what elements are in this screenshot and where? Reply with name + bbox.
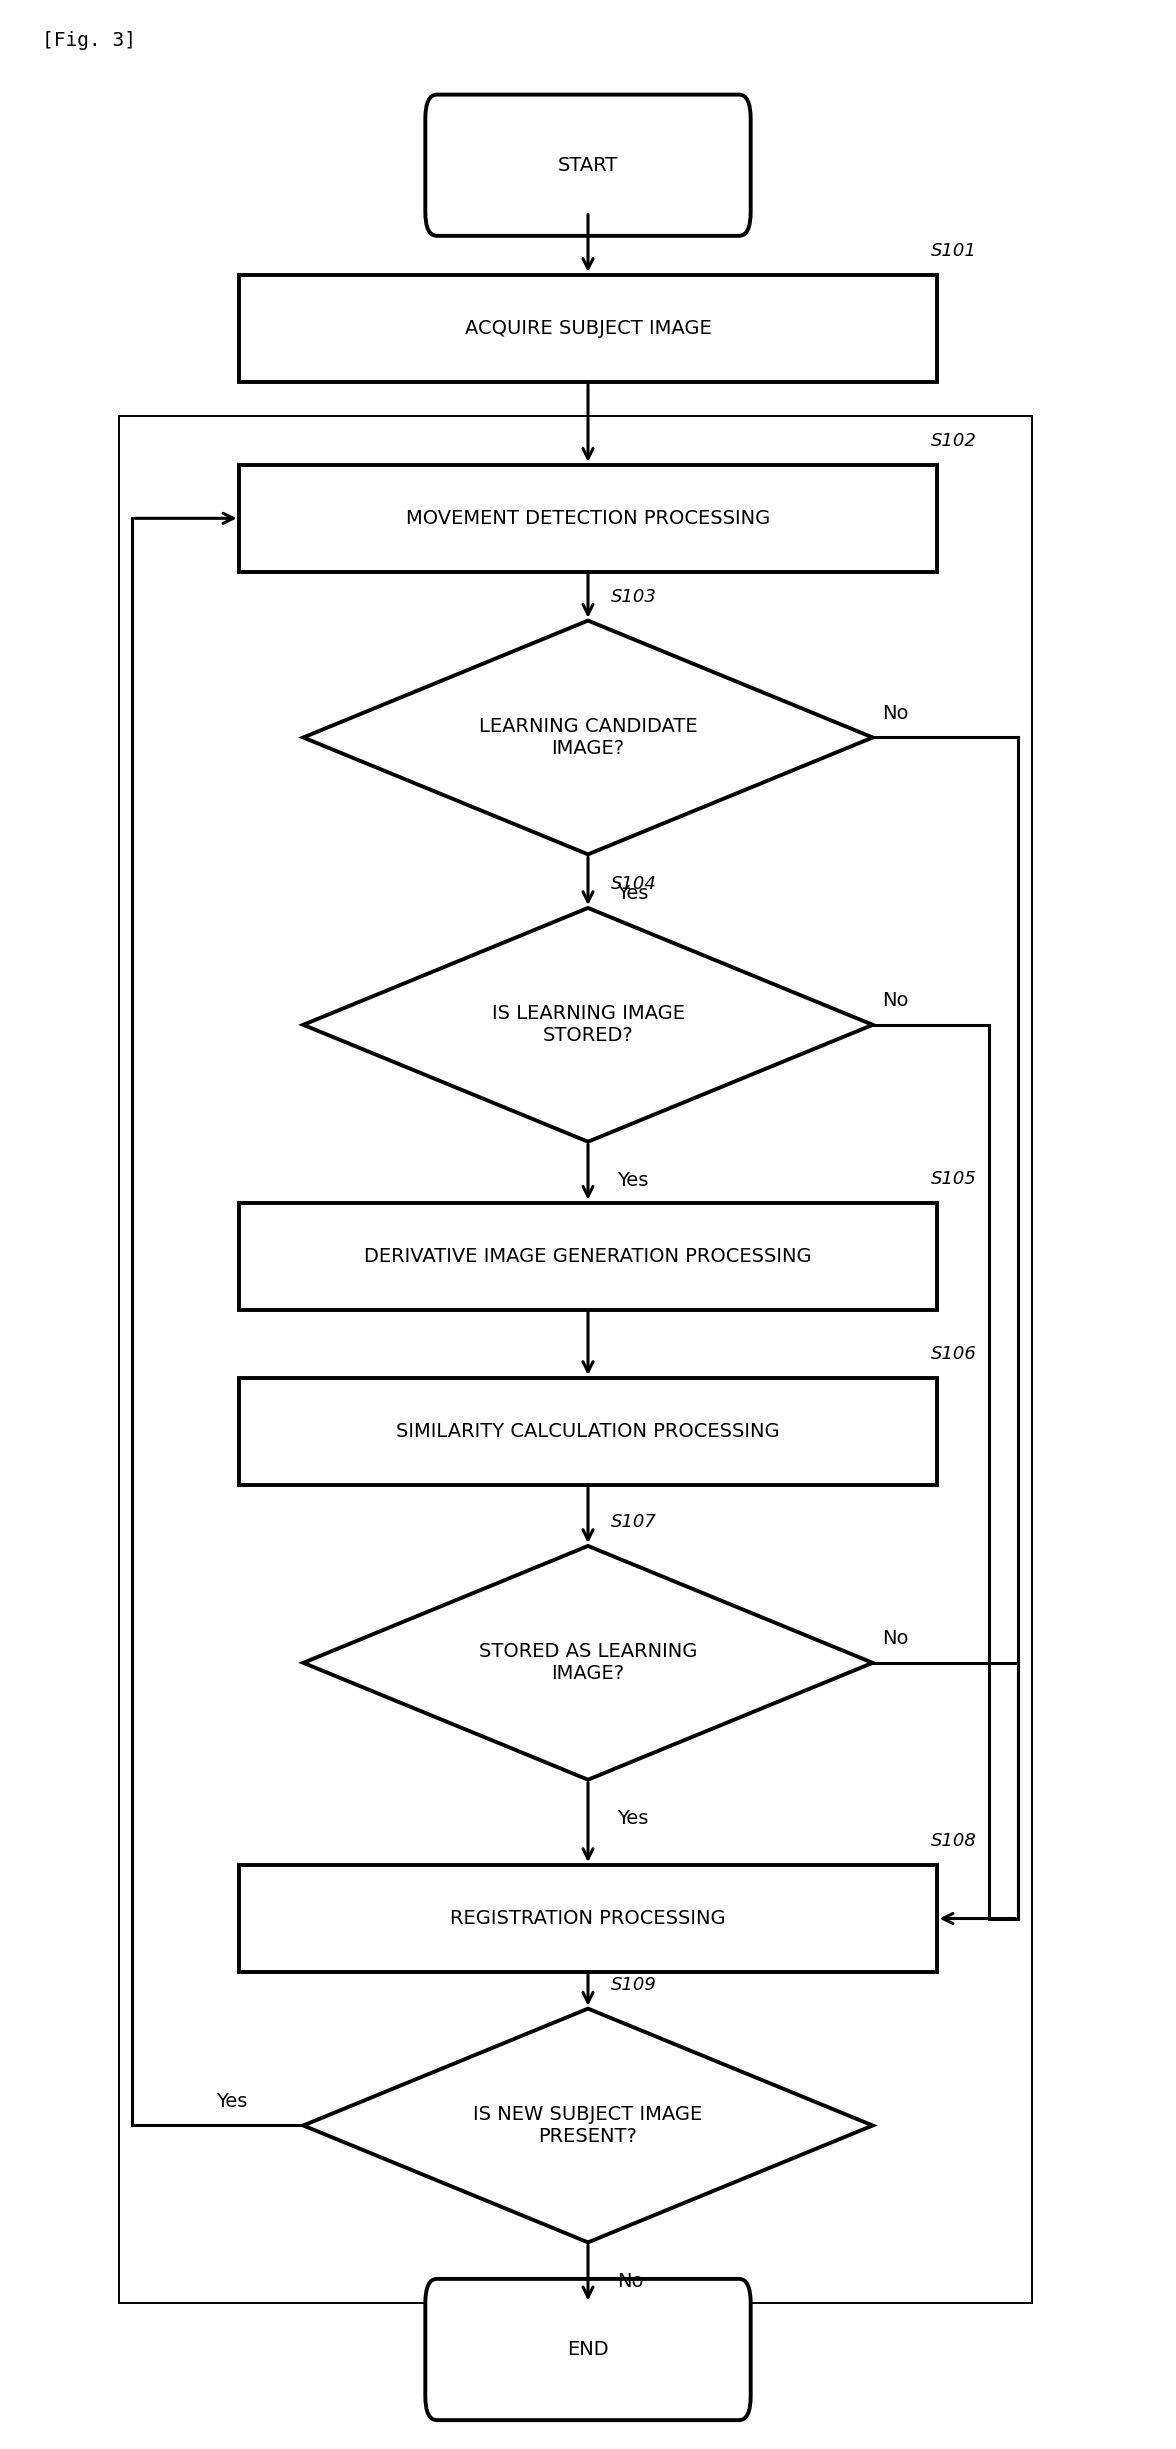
Polygon shape (303, 620, 873, 855)
Text: IS NEW SUBJECT IMAGE
PRESENT?: IS NEW SUBJECT IMAGE PRESENT? (474, 2106, 702, 2145)
Text: MOVEMENT DETECTION PROCESSING: MOVEMENT DETECTION PROCESSING (406, 509, 770, 529)
Text: S109: S109 (612, 1976, 657, 1993)
Text: S103: S103 (612, 588, 657, 605)
Text: S101: S101 (931, 242, 977, 260)
Text: REGISTRATION PROCESSING: REGISTRATION PROCESSING (450, 1910, 726, 1927)
Text: DERIVATIVE IMAGE GENERATION PROCESSING: DERIVATIVE IMAGE GENERATION PROCESSING (365, 1247, 811, 1266)
Text: No: No (882, 1629, 909, 1648)
Text: S105: S105 (931, 1171, 977, 1188)
Text: S102: S102 (931, 431, 977, 451)
Text: S104: S104 (612, 874, 657, 894)
Text: Yes: Yes (617, 884, 648, 904)
FancyBboxPatch shape (426, 96, 750, 235)
Text: No: No (617, 2273, 643, 2290)
Text: Yes: Yes (617, 1810, 648, 1827)
Polygon shape (303, 2008, 873, 2243)
Text: Yes: Yes (617, 1171, 648, 1190)
Polygon shape (303, 909, 873, 1141)
Text: LEARNING CANDIDATE
IMAGE?: LEARNING CANDIDATE IMAGE? (479, 718, 697, 759)
Bar (119, 416, 1031, 2302)
Polygon shape (303, 1545, 873, 1780)
Bar (240, 274, 936, 382)
Text: SIMILARITY CALCULATION PROCESSING: SIMILARITY CALCULATION PROCESSING (396, 1423, 780, 1440)
Text: ACQUIRE SUBJECT IMAGE: ACQUIRE SUBJECT IMAGE (465, 318, 711, 338)
Text: No: No (882, 992, 909, 1009)
Text: IS LEARNING IMAGE
STORED?: IS LEARNING IMAGE STORED? (492, 1004, 684, 1046)
Text: [Fig. 3]: [Fig. 3] (42, 32, 135, 51)
Bar (240, 1379, 936, 1484)
Text: END: END (567, 2341, 609, 2358)
Text: Yes: Yes (216, 2091, 247, 2111)
Bar (240, 1202, 936, 1310)
Text: S108: S108 (931, 1832, 977, 1851)
Text: START: START (557, 157, 619, 174)
Bar (240, 1866, 936, 1971)
Text: STORED AS LEARNING
IMAGE?: STORED AS LEARNING IMAGE? (479, 1643, 697, 1682)
Text: S106: S106 (931, 1345, 977, 1364)
Text: S107: S107 (612, 1513, 657, 1531)
FancyBboxPatch shape (426, 2280, 750, 2420)
Bar (240, 465, 936, 573)
Text: No: No (882, 703, 909, 722)
